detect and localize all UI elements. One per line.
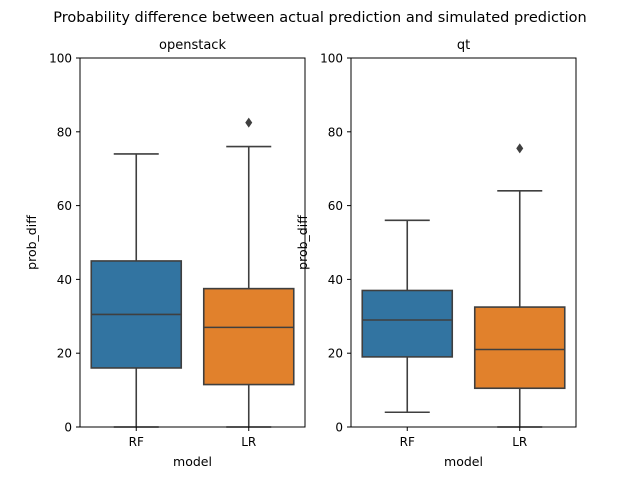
panel-0: openstack 0 20 40 60 80 100 RF LR model prob_diff [24,38,306,469]
outlier-point [516,143,524,154]
y-tick-label: 80 [57,125,72,139]
y-tick-label: 20 [57,347,72,361]
axes-frame [350,57,577,428]
outlier-point [245,117,253,128]
x-axis-label: model [173,454,212,469]
x-axis-label: model [444,454,483,469]
y-axis-label: prob_diff [295,215,310,270]
y-tick-label: 40 [328,273,343,287]
figure-title: Probability difference between actual pr… [53,10,586,26]
axes-frame [79,57,306,428]
y-tick-label: 60 [57,199,72,213]
panel-title: openstack [159,38,226,53]
box-LR [473,306,566,390]
y-tick-label: 100 [320,52,343,66]
y-tick-label: 60 [328,199,343,213]
x-tick-label: RF [400,435,415,449]
y-axis-label: prob_diff [24,215,39,270]
box-RF [361,289,454,358]
y-tick-label: 0 [335,421,343,435]
y-tick-label: 20 [328,347,343,361]
y-tick-label: 40 [57,273,72,287]
panel-title: qt [457,38,470,53]
y-tick-label: 80 [328,125,343,139]
y-tick-label: 0 [64,421,72,435]
x-tick-label: LR [512,435,527,449]
x-tick-label: LR [241,435,256,449]
box-LR [202,287,295,386]
panel-1: qt 0 20 40 60 80 100 RF LR model prob_diff [295,38,577,469]
y-tick-label: 100 [49,52,72,66]
x-tick-label: RF [129,435,144,449]
